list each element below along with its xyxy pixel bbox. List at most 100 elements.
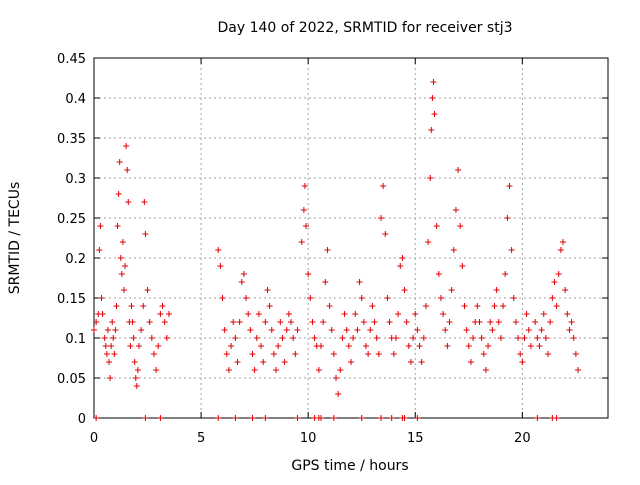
data-point	[348, 359, 354, 365]
data-point	[367, 327, 374, 333]
zero-marker	[262, 415, 269, 421]
data-point	[465, 343, 472, 349]
chart-title: Day 140 of 2022, SRMTID for receiver stj…	[218, 20, 513, 36]
data-point	[305, 271, 312, 277]
data-point	[279, 335, 286, 341]
x-tick-label: 0	[90, 431, 98, 446]
data-point	[446, 319, 453, 325]
plot-frame	[93, 57, 609, 419]
data-point	[463, 327, 470, 333]
data-point	[273, 367, 280, 373]
data-point	[221, 327, 228, 333]
data-point	[416, 343, 423, 349]
data-point	[150, 351, 157, 357]
data-point	[515, 335, 522, 341]
data-point	[219, 295, 226, 301]
y-tick-label: 0	[78, 412, 86, 427]
data-point	[122, 263, 129, 269]
data-point	[91, 327, 97, 333]
data-point	[294, 327, 301, 333]
y-tick-label: 0.35	[57, 132, 86, 147]
data-point	[159, 303, 166, 309]
data-point	[264, 287, 271, 293]
data-point	[292, 351, 299, 357]
data-point	[497, 335, 504, 341]
data-point	[345, 343, 352, 349]
data-point	[217, 263, 224, 269]
zero-marker	[401, 415, 408, 421]
data-point	[425, 239, 432, 245]
zero-marker	[388, 415, 395, 421]
data-point	[523, 311, 530, 317]
data-point	[545, 351, 552, 357]
data-point	[487, 319, 494, 325]
data-point	[455, 167, 462, 173]
data-point	[407, 359, 414, 365]
data-point	[337, 367, 344, 373]
data-point	[399, 255, 406, 261]
zero-marker	[414, 415, 421, 421]
data-point	[262, 319, 269, 325]
data-point	[124, 167, 131, 173]
data-point	[146, 319, 153, 325]
data-point	[570, 335, 577, 341]
data-point	[324, 247, 331, 253]
data-point	[429, 95, 436, 101]
data-point	[107, 375, 114, 381]
data-point	[517, 351, 524, 357]
zero-marker	[157, 415, 164, 421]
data-point	[225, 367, 232, 373]
data-point	[285, 311, 292, 317]
data-point	[350, 335, 357, 341]
data-point	[290, 335, 297, 341]
data-point	[470, 335, 477, 341]
zero-marker	[249, 415, 256, 421]
data-point	[420, 335, 427, 341]
data-point	[575, 367, 582, 373]
data-point	[457, 223, 464, 229]
axis-ticks: 0 0.05 0.1 0.15 0.2 0.25 0.3 0.35 0.4 0.45 0 5 10 15 2…	[57, 52, 608, 446]
data-point	[373, 335, 380, 341]
data-point	[476, 319, 483, 325]
data-point	[117, 255, 124, 261]
data-point	[525, 327, 532, 333]
data-point	[365, 351, 372, 357]
data-point	[132, 375, 139, 381]
data-point	[99, 311, 106, 317]
data-point	[369, 303, 376, 309]
x-axis-label: GPS time / hours	[291, 458, 408, 474]
data-point	[138, 327, 145, 333]
data-point	[260, 359, 267, 365]
y-tick-label: 0.05	[57, 372, 86, 387]
data-point	[251, 367, 258, 373]
data-point	[119, 239, 126, 245]
data-point	[433, 223, 440, 229]
data-point	[504, 215, 511, 221]
data-point	[380, 183, 387, 189]
data-point	[405, 343, 412, 349]
data-point	[444, 343, 451, 349]
data-point	[163, 335, 170, 341]
data-point	[243, 295, 250, 301]
data-point	[437, 295, 444, 301]
data-point	[401, 287, 408, 293]
data-point	[238, 279, 245, 285]
data-point	[240, 271, 247, 277]
data-point	[564, 311, 571, 317]
data-point	[300, 207, 307, 213]
data-point	[128, 303, 135, 309]
data-point	[125, 199, 132, 205]
data-point	[360, 319, 367, 325]
zero-marker	[318, 415, 325, 421]
data-points	[91, 79, 582, 397]
data-point	[384, 295, 391, 301]
data-point	[506, 183, 513, 189]
data-point	[442, 327, 449, 333]
zero-markers	[93, 415, 560, 421]
data-point	[478, 335, 485, 341]
data-point	[555, 271, 562, 277]
data-point	[358, 295, 365, 301]
data-point	[155, 343, 162, 349]
data-point	[301, 183, 308, 189]
